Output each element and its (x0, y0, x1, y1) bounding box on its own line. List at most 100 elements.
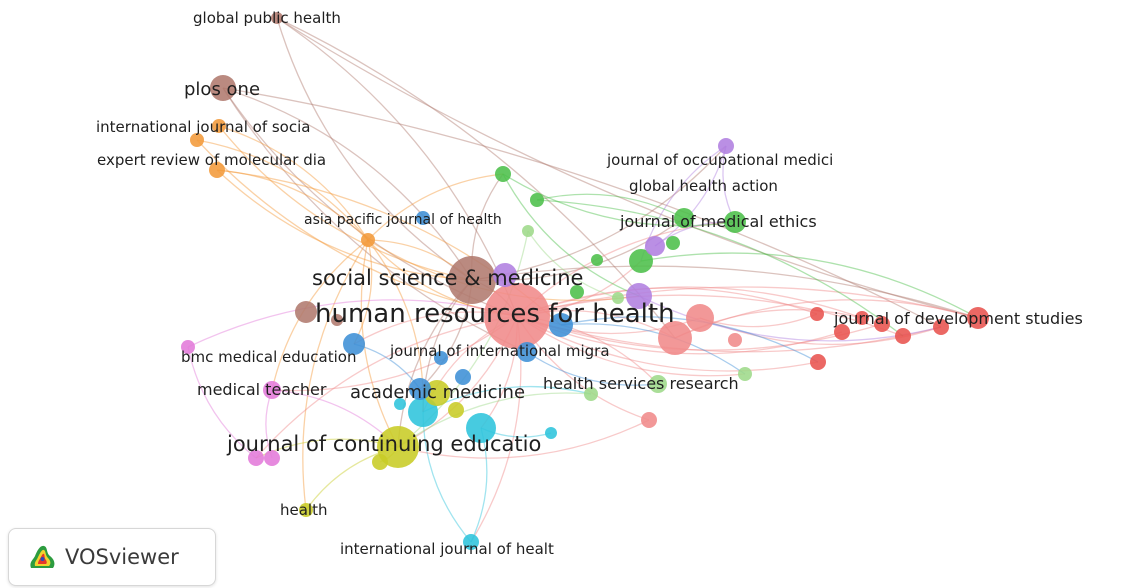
journal-node[interactable] (874, 316, 890, 332)
journal-node[interactable] (933, 319, 949, 335)
journal-node[interactable] (738, 367, 752, 381)
co-citation-link (276, 17, 473, 281)
journal-node[interactable] (495, 166, 511, 182)
co-citation-link (536, 199, 904, 337)
journal-node[interactable] (408, 397, 438, 427)
journal-node[interactable] (718, 138, 734, 154)
co-citation-link (271, 315, 518, 392)
journal-label-continuing-ed[interactable]: journal of continuing educatio (226, 432, 541, 456)
journal-label-hrh[interactable]: human resources for health (315, 299, 675, 329)
journal-node[interactable] (855, 311, 869, 325)
co-citation-link (367, 173, 504, 241)
journal-node[interactable] (463, 534, 479, 550)
journal-node[interactable] (810, 307, 824, 321)
journal-node[interactable] (645, 236, 665, 256)
journal-node[interactable] (299, 503, 313, 517)
journal-node[interactable] (377, 426, 419, 468)
journal-node[interactable] (248, 450, 264, 466)
journal-node[interactable] (626, 283, 652, 309)
journal-node[interactable] (834, 324, 850, 340)
journal-node[interactable] (372, 454, 388, 470)
journal-node[interactable] (728, 333, 742, 347)
link-layer (187, 17, 979, 543)
journal-node[interactable] (484, 283, 550, 349)
journal-label-expert-review[interactable]: expert review of molecular dia (97, 151, 326, 169)
journal-node[interactable] (522, 225, 534, 237)
journal-label-intl-migra[interactable]: journal of international migra (389, 342, 610, 360)
journal-node[interactable] (210, 75, 236, 101)
journal-node[interactable] (263, 381, 281, 399)
journal-label-academic-medicine[interactable]: academic medicine (350, 382, 525, 403)
journal-node[interactable] (658, 321, 692, 355)
journal-node[interactable] (416, 211, 430, 225)
journal-node[interactable] (448, 256, 496, 304)
journal-node[interactable] (629, 249, 653, 273)
journal-label-global-health-action[interactable]: global health action (629, 177, 778, 195)
journal-label-hsr[interactable]: health services research (543, 374, 739, 393)
journal-node[interactable] (724, 211, 746, 233)
journal-label-health[interactable]: health (280, 501, 327, 519)
journal-node[interactable] (361, 233, 375, 247)
co-citation-link (674, 299, 979, 339)
journal-node[interactable] (271, 12, 283, 24)
journal-label-intl-journal-healt[interactable]: international journal of healt (340, 540, 554, 558)
journal-node[interactable] (584, 387, 598, 401)
journal-node[interactable] (967, 307, 989, 329)
vosviewer-badge: VOSviewer (8, 528, 216, 586)
journal-node[interactable] (466, 413, 496, 443)
co-citation-link (422, 411, 472, 543)
journal-node[interactable] (295, 301, 317, 323)
journal-node[interactable] (264, 450, 280, 466)
journal-node[interactable] (549, 313, 573, 337)
journal-node[interactable] (895, 328, 911, 344)
co-citation-link (502, 173, 640, 297)
journal-node[interactable] (686, 304, 714, 332)
journal-node[interactable] (545, 427, 557, 439)
co-citation-link (526, 351, 659, 386)
journal-label-asia-pacific[interactable]: asia pacific journal of health (304, 212, 502, 228)
journal-label-social-science[interactable]: social science & medicine (312, 266, 583, 290)
journal-node[interactable] (212, 119, 226, 133)
journal-node[interactable] (409, 378, 431, 400)
journal-node[interactable] (331, 314, 343, 326)
journal-label-development-studies[interactable]: journal of development studies (833, 309, 1083, 328)
journal-node[interactable] (190, 133, 204, 147)
journal-node[interactable] (641, 412, 657, 428)
vosviewer-heatmap-logo-icon (30, 545, 55, 568)
journal-node[interactable] (448, 402, 464, 418)
co-citation-link (255, 315, 518, 459)
co-citation-link (302, 239, 369, 511)
journal-label-global-public-health[interactable]: global public health (193, 9, 341, 27)
journal-label-medical-ethics[interactable]: journal of medical ethics (619, 212, 817, 231)
co-citation-link (276, 17, 676, 339)
co-citation-link (196, 139, 369, 241)
journal-node[interactable] (666, 236, 680, 250)
journal-node[interactable] (674, 208, 694, 228)
journal-label-occupational[interactable]: journal of occupational medici (606, 151, 833, 169)
journal-node[interactable] (343, 333, 365, 355)
co-citation-link (654, 145, 727, 247)
journal-node[interactable] (612, 292, 624, 304)
journal-label-bmc-med-ed[interactable]: bmc medical education (181, 348, 356, 366)
journal-label-intl-journal-socia[interactable]: international journal of socia (96, 118, 310, 136)
journal-node[interactable] (209, 162, 225, 178)
journal-node[interactable] (434, 351, 448, 365)
journal-node[interactable] (570, 285, 584, 299)
journal-node[interactable] (181, 340, 195, 354)
co-citation-link (222, 87, 942, 328)
co-citation-link (218, 125, 473, 281)
journal-node[interactable] (517, 342, 537, 362)
journal-label-medical-teacher[interactable]: medical teacher (197, 380, 327, 399)
journal-node[interactable] (493, 263, 517, 287)
journal-node[interactable] (591, 254, 603, 266)
co-citation-link (216, 169, 473, 281)
journal-node[interactable] (455, 369, 471, 385)
journal-node[interactable] (649, 375, 667, 393)
label-layer: global public health plos one internationa… (96, 9, 1083, 558)
journal-node[interactable] (810, 354, 826, 370)
journal-node[interactable] (530, 193, 544, 207)
journal-node[interactable] (394, 398, 406, 410)
journal-label-plos-one[interactable]: plos one (184, 79, 260, 100)
co-citation-link (516, 286, 863, 319)
